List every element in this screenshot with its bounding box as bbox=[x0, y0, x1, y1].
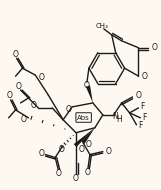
Text: O: O bbox=[38, 149, 44, 158]
Text: F: F bbox=[138, 121, 143, 130]
Text: O: O bbox=[13, 50, 19, 59]
Text: O: O bbox=[38, 73, 44, 82]
Text: O: O bbox=[86, 140, 92, 149]
Text: N: N bbox=[112, 112, 118, 121]
Text: O: O bbox=[106, 147, 112, 156]
Text: O: O bbox=[55, 169, 61, 178]
Text: F: F bbox=[142, 113, 147, 122]
Text: Abs: Abs bbox=[77, 115, 90, 120]
Text: O: O bbox=[16, 82, 21, 91]
Text: CH₃: CH₃ bbox=[95, 23, 108, 29]
Text: O: O bbox=[84, 81, 90, 89]
Text: F: F bbox=[141, 102, 145, 111]
Text: O: O bbox=[79, 145, 85, 154]
Text: O: O bbox=[136, 92, 141, 101]
Text: O: O bbox=[21, 115, 26, 124]
Polygon shape bbox=[81, 128, 95, 144]
Text: O: O bbox=[142, 72, 147, 81]
Text: O: O bbox=[151, 43, 157, 52]
Text: O: O bbox=[58, 145, 64, 154]
Text: H: H bbox=[116, 115, 122, 124]
Text: O: O bbox=[7, 92, 13, 101]
Text: O: O bbox=[85, 168, 91, 177]
Text: O: O bbox=[73, 174, 79, 183]
Text: O: O bbox=[65, 105, 71, 114]
Text: O: O bbox=[30, 101, 36, 110]
Polygon shape bbox=[86, 86, 93, 103]
Polygon shape bbox=[74, 128, 95, 147]
FancyBboxPatch shape bbox=[76, 113, 91, 122]
